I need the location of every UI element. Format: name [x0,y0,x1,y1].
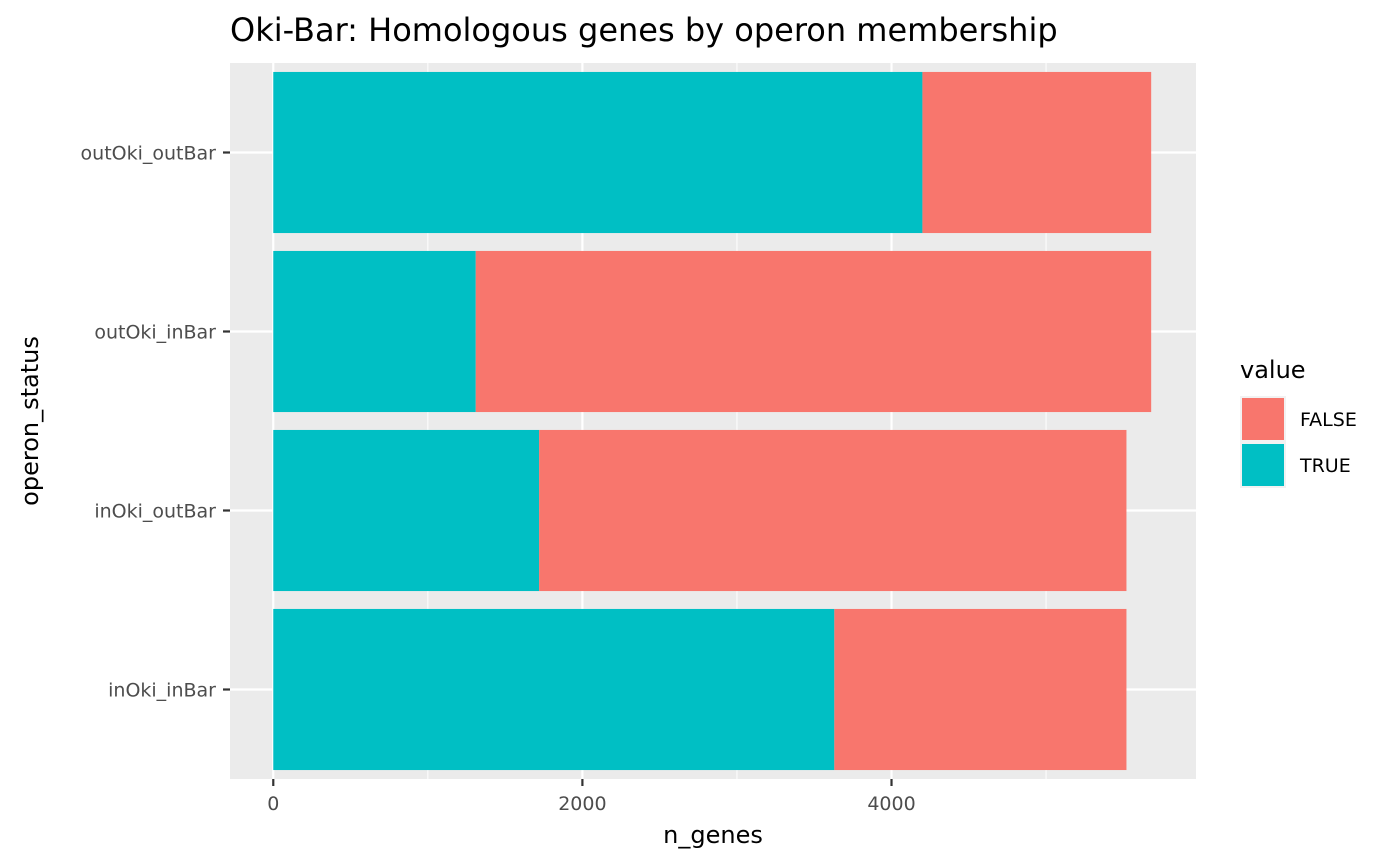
bar-false-inOki_inBar [834,608,1127,771]
bars [273,71,1152,771]
x-tick-label: 0 [267,793,279,815]
bar-true-inOki_outBar [273,429,540,592]
legend: value FALSE TRUE [1240,356,1357,488]
y-axis-title: operon_status [16,336,44,506]
y-tick-label: outOki_outBar [81,143,217,165]
y-tick-label: inOki_outBar [94,501,216,523]
x-tick-label: 2000 [558,793,606,815]
chart-title: Oki-Bar: Homologous genes by operon memb… [230,11,1058,49]
x-axis-title: n_genes [663,821,763,849]
legend-swatch-true [1242,444,1284,486]
x-tick-label: 4000 [867,793,915,815]
bar-false-inOki_outBar [539,429,1127,592]
x-axis: 0 2000 4000 [267,779,916,815]
legend-label-true: TRUE [1299,455,1351,477]
bar-true-outOki_inBar [273,250,476,413]
legend-title: value [1240,356,1306,384]
bar-false-outOki_inBar [475,250,1152,413]
bar-true-outOki_outBar [273,71,923,234]
bar-false-outOki_outBar [922,71,1152,234]
legend-swatch-false [1242,398,1284,440]
bar-true-inOki_inBar [273,608,835,771]
y-axis: inOki_inBar inOki_outBar outOki_inBar outOk… [81,143,230,702]
y-tick-label: inOki_inBar [108,680,216,702]
legend-label-false: FALSE [1300,409,1357,431]
y-tick-label: outOki_inBar [94,322,216,344]
